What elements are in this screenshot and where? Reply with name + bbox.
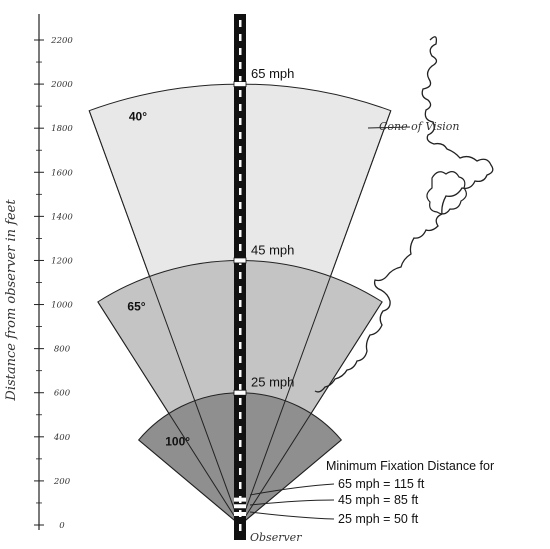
road-center-dash [239,48,242,55]
axis-tick-label-600: 600 [54,389,71,399]
legend-item-65: 65 mph = 115 ft [338,477,425,491]
road-center-dash [239,160,242,167]
road-center-dash [239,244,242,251]
road-center-dash [239,90,242,97]
axis-tick-label-1200: 1200 [51,256,73,266]
road-center-dash [239,454,242,461]
coastline-island [426,171,467,215]
vision-ray [239,110,392,526]
fixation-marker [234,497,246,502]
road-center-dash [239,328,242,335]
axis-tick-label-800: 800 [54,345,71,355]
road-center-dash [239,286,242,293]
road-center-dash [239,440,242,447]
axis-tick-label-2000: 2000 [50,80,73,90]
road-center-dash [239,132,242,139]
road-center-dash [239,174,242,181]
axis-tick-label-1400: 1400 [51,212,73,222]
road-center-dash [239,118,242,125]
road-center-dash [239,34,242,41]
vision-ray [97,301,241,526]
legend-item-25: 25 mph = 50 ft [338,512,419,526]
legend-leader-45 [249,499,335,506]
road-center-dash [239,20,242,27]
speed-marker-label: 65 mph [251,66,294,81]
road-center-dash [239,146,242,153]
coastline [314,36,494,393]
callout-leader [367,126,411,129]
vision-ray [239,301,383,526]
fixation-marker [234,511,246,516]
road-center-dash [239,230,242,237]
axis-tick-label-1800: 1800 [51,124,73,134]
road-center-dash [239,62,242,69]
cone-of-vision-label: Cone of Vision [379,120,459,133]
fixation-marker [234,504,246,509]
road-center-dash [239,188,242,195]
vision-ray [88,110,241,526]
road-center-dash [239,104,242,111]
cone-angle-label-40: 40° [129,110,147,124]
legend: Minimum Fixation Distance for 65 mph = 1… [249,459,494,526]
speed-marker-bar [233,389,247,396]
cone-angle-label-65: 65° [127,300,145,314]
road-center-dash [239,272,242,279]
road-center-dash [239,76,242,83]
speed-marker-label: 45 mph [251,242,294,257]
axis-tick-label-400: 400 [53,433,71,443]
axis-tick-label-1000: 1000 [51,301,73,311]
road-center-dash [239,216,242,223]
axis-tick-label-0: 0 [59,521,65,531]
legend-leader-65 [249,483,335,496]
road-center-dash [239,384,242,391]
speed-marker-bar [233,257,247,264]
distance-axis: 0 200 400 600 800 1000 1200 1400 1600 1800 2000 220… [34,14,73,531]
axis-label: Distance from observer in feet [4,199,19,402]
observer-label: Observer [250,531,302,544]
vision-ray [239,439,342,526]
road-center-dash [239,524,242,531]
cone-of-vision-callout: Cone of Vision [367,120,459,133]
legend-title: Minimum Fixation Distance for [326,459,494,473]
road-center-dash [239,300,242,307]
road-center-dash [239,356,242,363]
road-center-dash [239,314,242,321]
road-center-dash [239,342,242,349]
coastline-path [314,36,494,393]
speed-marker-bar [233,81,247,87]
legend-item-45: 45 mph = 85 ft [338,493,419,507]
road-center-dash [239,412,242,419]
road-center-dash [239,426,242,433]
road-center-dash [239,202,242,209]
road-center-dash [239,482,242,489]
speed-marker-label: 25 mph [251,375,294,390]
axis-tick-label-2200: 2200 [50,36,73,46]
axis-tick-label-200: 200 [53,477,71,487]
vision-rays [88,110,392,526]
road-center-dash [239,398,242,405]
road-center-dash [239,468,242,475]
road-center-dash [239,370,242,377]
vision-ray [138,439,241,526]
axis-tick-label-1600: 1600 [51,168,73,178]
legend-leader-25 [249,511,335,520]
road: 65 mph 45 mph 25 mph [233,14,294,540]
